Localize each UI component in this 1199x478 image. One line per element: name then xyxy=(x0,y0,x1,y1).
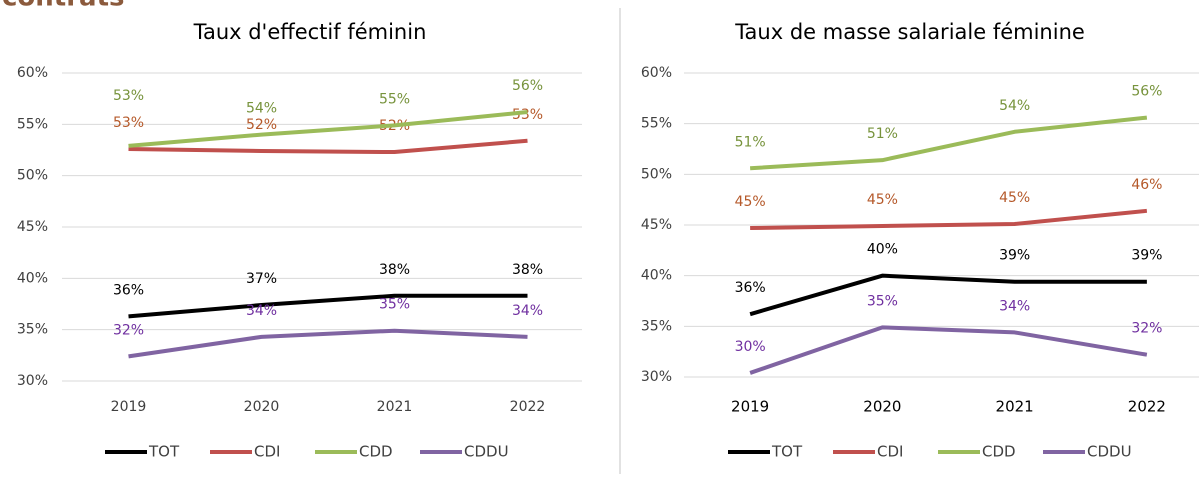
data-label: 30% xyxy=(735,339,766,355)
data-label: 45% xyxy=(999,190,1030,206)
legend-label: CDD xyxy=(359,443,393,461)
series-line xyxy=(128,293,528,319)
data-label: 45% xyxy=(867,192,898,208)
y-tick-label: 60% xyxy=(641,65,672,81)
data-label: 53% xyxy=(113,115,144,131)
x-tick-label: 2022 xyxy=(510,399,546,415)
y-tick-label: 30% xyxy=(17,373,48,389)
data-label: 37% xyxy=(246,271,277,287)
series-line xyxy=(128,328,528,359)
series-line xyxy=(749,273,1147,317)
x-tick-label: 2021 xyxy=(377,399,413,415)
legend-label: CDDU xyxy=(1087,443,1132,461)
data-label: 35% xyxy=(867,293,898,309)
data-label: 32% xyxy=(1131,321,1162,337)
y-tick-label: 30% xyxy=(641,369,672,385)
x-tick-label: 2020 xyxy=(244,399,280,415)
data-label: 54% xyxy=(999,98,1030,114)
data-label: 38% xyxy=(512,262,543,278)
y-tick-label: 60% xyxy=(17,65,48,81)
x-tick-label: 2022 xyxy=(1128,398,1166,416)
chart-title: Taux de masse salariale féminine xyxy=(734,20,1085,44)
data-label: 34% xyxy=(246,303,277,319)
chart-title: Taux d'effectif féminin xyxy=(193,20,427,44)
series-line xyxy=(749,325,1148,375)
x-tick-label: 2019 xyxy=(731,398,769,416)
data-label: 54% xyxy=(246,101,277,117)
data-label: 36% xyxy=(735,280,766,296)
data-label: 39% xyxy=(999,248,1030,264)
data-label: 51% xyxy=(867,126,898,142)
data-label: 56% xyxy=(512,78,543,94)
data-label: 56% xyxy=(1131,84,1162,100)
data-label: 38% xyxy=(379,262,410,278)
data-label: 32% xyxy=(113,322,144,338)
data-label: 45% xyxy=(735,194,766,210)
y-tick-label: 45% xyxy=(641,217,672,233)
data-label: 39% xyxy=(1131,248,1162,264)
legend-label: CDDU xyxy=(464,443,509,461)
x-tick-label: 2019 xyxy=(111,399,147,415)
series-line xyxy=(128,110,528,148)
x-tick-label: 2021 xyxy=(996,398,1034,416)
series-line xyxy=(750,115,1148,171)
y-tick-label: 40% xyxy=(641,268,672,284)
data-label: 36% xyxy=(113,282,144,298)
series-line xyxy=(750,208,1148,231)
y-tick-label: 40% xyxy=(17,270,48,286)
data-label: 53% xyxy=(512,107,543,123)
data-label: 35% xyxy=(379,297,410,313)
x-tick-label: 2020 xyxy=(863,398,901,416)
data-label: 52% xyxy=(246,117,277,133)
series-line xyxy=(128,138,528,155)
y-tick-label: 35% xyxy=(17,322,48,338)
y-tick-label: 50% xyxy=(17,168,48,184)
data-label: 55% xyxy=(379,91,410,107)
y-tick-label: 50% xyxy=(641,166,672,182)
data-label: 34% xyxy=(512,303,543,319)
legend-label: TOT xyxy=(771,443,803,461)
legend-label: CDI xyxy=(877,443,903,461)
y-tick-label: 45% xyxy=(17,219,48,235)
legend-label: CDI xyxy=(254,443,280,461)
y-tick-label: 35% xyxy=(641,318,672,334)
y-tick-label: 55% xyxy=(641,116,672,132)
legend-label: TOT xyxy=(148,443,180,461)
y-tick-label: 55% xyxy=(17,116,48,132)
legend-label: CDD xyxy=(982,443,1016,461)
data-label: 53% xyxy=(113,88,144,104)
heading: contrats xyxy=(2,0,124,13)
data-label: 40% xyxy=(867,242,898,258)
data-label: 51% xyxy=(735,134,766,150)
data-label: 34% xyxy=(999,298,1030,314)
data-label: 46% xyxy=(1131,177,1162,193)
